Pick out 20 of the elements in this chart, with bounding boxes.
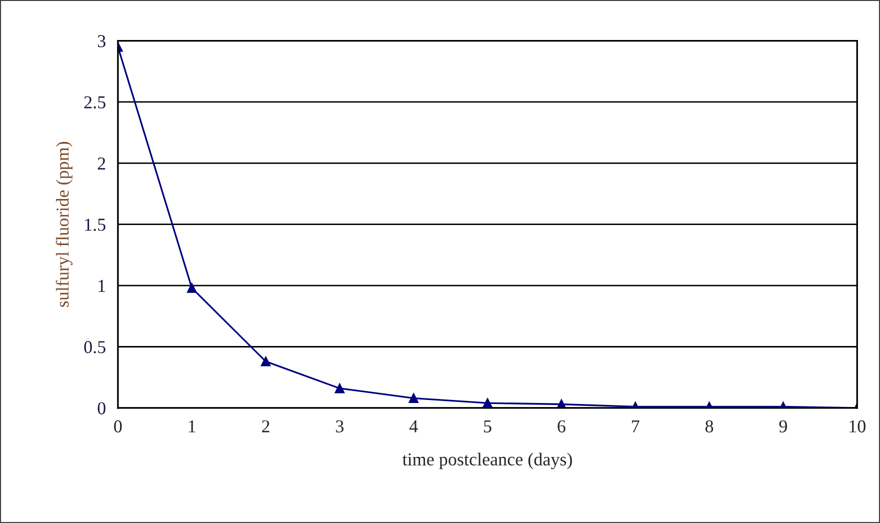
y-tick-label: 1.5 <box>85 218 106 231</box>
x-tick-label: 6 <box>558 420 566 432</box>
x-axis-title: time postcleance (days) <box>402 452 572 470</box>
x-tick-label: 7 <box>632 420 640 432</box>
x-tick-label: 1 <box>188 420 196 432</box>
x-tick-label: 9 <box>779 420 787 432</box>
y-tick-label: 2.5 <box>84 96 106 109</box>
y-tick-label: 1 <box>98 280 106 292</box>
x-tick-label: 2 <box>262 420 270 432</box>
x-tick-label: 3 <box>336 420 344 432</box>
y-tick-label: 0.5 <box>84 341 106 354</box>
x-tick-label: 8 <box>705 420 714 432</box>
y-tick-label: 2 <box>98 157 106 170</box>
y-tick-label: 3 <box>98 35 106 48</box>
x-tick-label: 10 <box>850 420 866 432</box>
x-tick-label: 4 <box>409 420 418 432</box>
y-axis-title: sulfuryl fluoride (ppm) <box>56 142 72 307</box>
x-tick-label: 5 <box>484 420 492 432</box>
x-tick-label: 0 <box>114 420 122 432</box>
y-tick-label: 0 <box>98 402 106 414</box>
